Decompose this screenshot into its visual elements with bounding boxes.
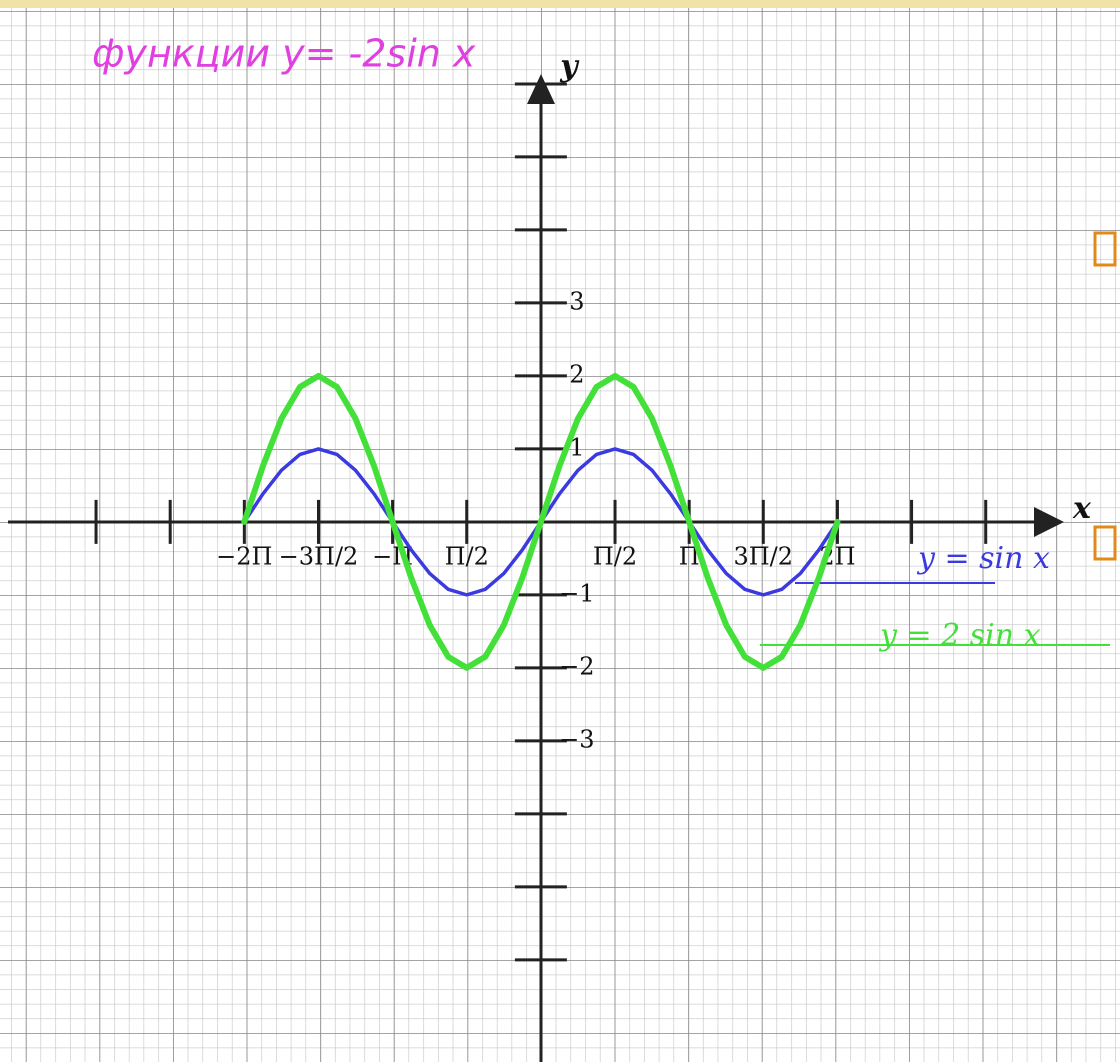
legend-label: y = sin x xyxy=(916,541,1050,576)
y-tick-label: 1 xyxy=(569,433,584,461)
x-arrow xyxy=(1034,507,1064,537)
x-tick-label: −3Π/2 xyxy=(279,542,359,570)
placeholder-box xyxy=(1093,231,1117,267)
y-tick-label: 3 xyxy=(569,287,584,315)
legend-label: y = 2 sin x xyxy=(878,618,1041,653)
top-strip xyxy=(0,0,1120,8)
x-tick-label: 3Π/2 xyxy=(733,542,793,570)
x-tick-label: Π/2 xyxy=(445,542,489,570)
y-axis-label: y xyxy=(559,49,580,84)
x-tick-label: Π xyxy=(679,542,700,570)
chart-title: функции y= -2sin x xyxy=(92,32,476,76)
curve xyxy=(241,372,841,671)
y-tick-label: 2 xyxy=(569,360,584,388)
y-tick-label: −3 xyxy=(559,725,594,753)
y-tick-label: −1 xyxy=(559,579,594,607)
y-arrow xyxy=(527,74,555,104)
x-axis-label: x xyxy=(1072,491,1092,526)
x-tick-label: −2Π xyxy=(216,542,272,570)
y-tick-label: −2 xyxy=(559,652,594,680)
placeholder-box xyxy=(1093,525,1117,561)
x-tick-label: Π/2 xyxy=(593,542,637,570)
